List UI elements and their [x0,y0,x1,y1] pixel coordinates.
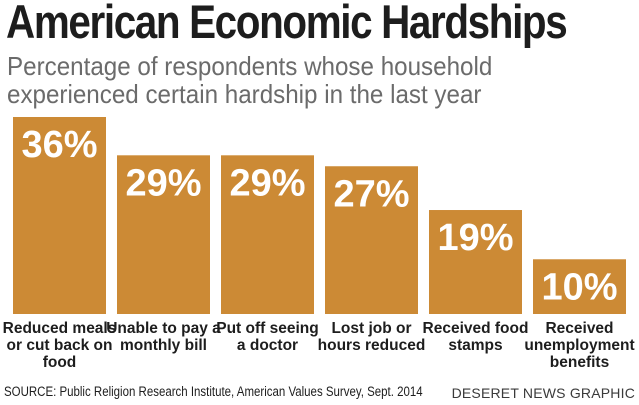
category-label-1: Reduced meals or cut back on food [3,320,117,371]
category-label-2: Unable to pay a monthly bill [106,320,221,354]
bar-1 [13,117,106,314]
category-label-line: a doctor [237,337,298,354]
bar-3 [221,155,314,314]
bar-value-label-1: 36% [21,124,97,166]
bar-value-label-5: 19% [437,217,513,259]
category-label-line: monthly bill [120,337,207,354]
chart-title: American Economic Hardships [6,0,568,48]
category-label-line: benefits [550,354,609,371]
bar-value-label-6: 10% [541,266,617,308]
bar-2 [117,155,210,314]
category-label-line: hours reduced [318,337,426,354]
category-label-line: Reduced meals [3,320,117,337]
category-label-6: Received unemployment benefits [524,320,634,371]
category-label-line: Put off seeing [216,320,318,337]
category-label-line: stamps [448,337,502,354]
chart-subtitle-line-1: Percentage of respondents whose househol… [7,51,493,81]
source-note: SOURCE: Public Religion Research Institu… [4,384,423,399]
category-label-line: or cut back on [7,337,113,354]
chart-subtitle-line-2: experienced certain hardship in the last… [7,79,482,109]
bar-5 [429,210,522,314]
credit-note: DESERET NEWS GRAPHIC [451,385,635,401]
category-label-5: Received food stamps [423,320,529,354]
category-label-line: Lost job or [331,320,411,337]
category-label-line: Received food [423,320,529,337]
category-label-4: Lost job or hours reduced [318,320,426,354]
category-label-line: Unable to pay a [106,320,221,337]
bar-6 [533,259,626,314]
bar-value-label-3: 29% [229,162,305,204]
bar-value-label-4: 27% [333,173,409,215]
category-label-line: food [43,354,77,371]
category-label-line: unemployment [524,337,634,354]
category-label-line: Received [545,320,613,337]
category-label-3: Put off seeing a doctor [216,320,318,354]
bar-value-label-2: 29% [125,162,201,204]
bar-4 [325,166,418,314]
